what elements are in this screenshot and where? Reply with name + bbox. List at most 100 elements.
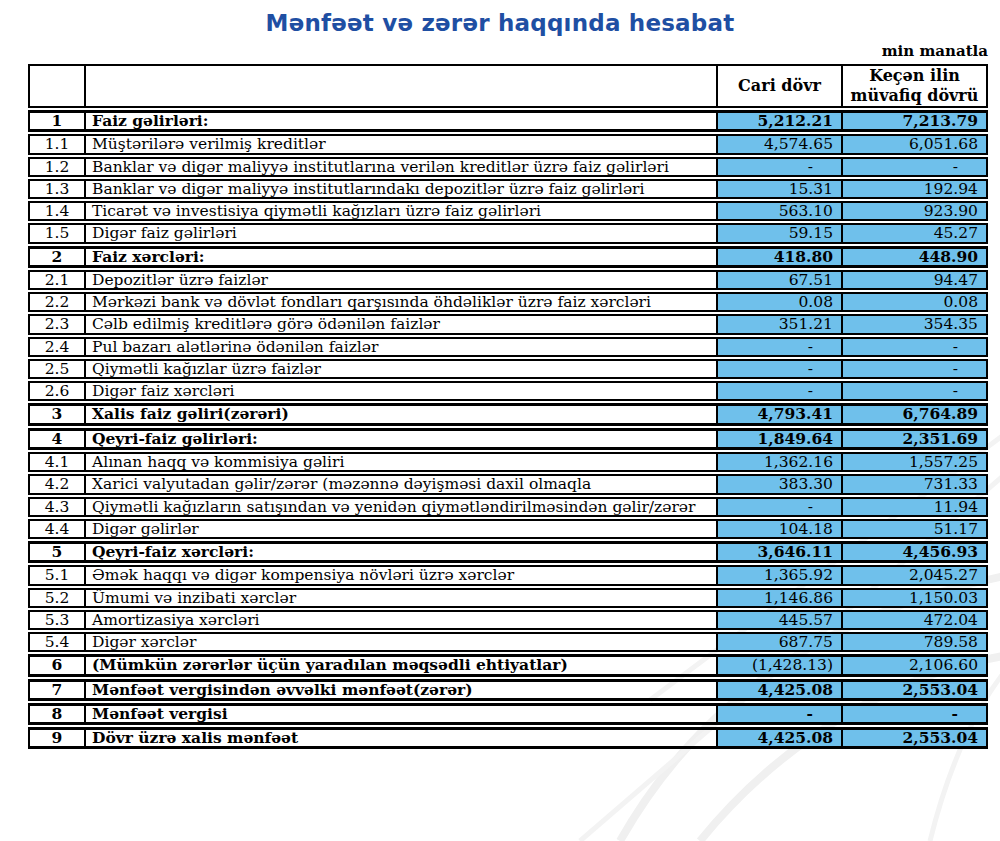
- row-previous-value: 4,456.93: [843, 541, 988, 563]
- row-current-value: 445.57: [718, 610, 843, 630]
- row-current-value: -: [718, 337, 843, 357]
- row-label-cell: Xarici valyutadan gəlir/zərər (məzənnə d…: [86, 474, 718, 494]
- table-row: 4.2Xarici valyutadan gəlir/zərər (məzənn…: [28, 474, 988, 494]
- header-label-cell: [86, 64, 718, 108]
- row-previous-value: 2,106.60: [843, 654, 988, 676]
- row-number-cell: 8: [28, 703, 86, 725]
- row-number-cell: 5.4: [28, 632, 86, 652]
- row-previous-value: 51.17: [843, 519, 988, 539]
- table-row: 4.1Alınan haqq və kommisiya gəliri1,362.…: [28, 452, 988, 472]
- row-number-cell: 5: [28, 541, 86, 563]
- row-number-cell: 4.4: [28, 519, 86, 539]
- row-label-cell: (Mümkün zərərlər üçün yaradılan məqsədli…: [86, 654, 718, 676]
- row-current-value: 418.80: [718, 246, 843, 268]
- row-number-cell: 1.3: [28, 179, 86, 199]
- row-number-cell: 7: [28, 679, 86, 701]
- table-row: 2.4Pul bazarı alətlərinə ödənilən faizlə…: [28, 337, 988, 357]
- row-previous-value: 2,553.04: [843, 679, 988, 701]
- report-page: Mənfəət və zərər haqqında hesabat min ma…: [0, 10, 1000, 751]
- row-number-cell: 6: [28, 654, 86, 676]
- row-current-value: -: [718, 359, 843, 379]
- row-previous-value: 2,045.27: [843, 565, 988, 585]
- table-row: 2.6Digər faiz xərcləri--: [28, 381, 988, 401]
- row-number-cell: 2.4: [28, 337, 86, 357]
- row-number-cell: 4.3: [28, 497, 86, 517]
- table-row: 3Xalis faiz gəliri(zərəri)4,793.416,764.…: [28, 403, 988, 425]
- row-number-cell: 5.1: [28, 565, 86, 585]
- row-current-value: 383.30: [718, 474, 843, 494]
- table-row: 4Qeyri-faiz gəlirləri:1,849.642,351.69: [28, 428, 988, 450]
- row-previous-value: -: [843, 359, 988, 379]
- row-current-value: 3,646.11: [718, 541, 843, 563]
- row-previous-value: -: [843, 381, 988, 401]
- table-row: 1.3Banklar və digər maliyyə institutları…: [28, 179, 988, 199]
- header-number-cell: [28, 64, 86, 108]
- row-label-cell: Digər faiz xərcləri: [86, 381, 718, 401]
- table-row: 5.2Ümumi və inzibati xərclər1,146.861,15…: [28, 588, 988, 608]
- row-current-value: 1,362.16: [718, 452, 843, 472]
- row-number-cell: 2.6: [28, 381, 86, 401]
- report-table-body: 1Faiz gəlirləri:5,212.217,213.791.1Müştə…: [28, 110, 988, 749]
- row-current-value: 4,793.41: [718, 403, 843, 425]
- table-row: 7Mənfəət vergisindən əvvəlki mənfəət(zər…: [28, 679, 988, 701]
- row-current-value: 0.08: [718, 292, 843, 312]
- row-previous-value: 448.90: [843, 246, 988, 268]
- row-label-cell: Banklar və digər maliyyə institutlarında…: [86, 179, 718, 199]
- row-current-value: 104.18: [718, 519, 843, 539]
- row-label-cell: Qiymətli kağızların satışından və yenidə…: [86, 497, 718, 517]
- row-number-cell: 4: [28, 428, 86, 450]
- row-number-cell: 9: [28, 727, 86, 749]
- row-previous-value: 731.33: [843, 474, 988, 494]
- table-row: 2Faiz xərcləri:418.80448.90: [28, 246, 988, 268]
- row-previous-value: 1,150.03: [843, 588, 988, 608]
- row-current-value: -: [718, 381, 843, 401]
- table-row: 8Mənfəət vergisi--: [28, 703, 988, 725]
- row-number-cell: 5.3: [28, 610, 86, 630]
- row-label-cell: Amortizasiya xərcləri: [86, 610, 718, 630]
- row-previous-value: 6,051.68: [843, 134, 988, 154]
- row-number-cell: 1: [28, 110, 86, 132]
- row-label-cell: Qiymətli kağızlar üzrə faizlər: [86, 359, 718, 379]
- row-label-cell: Xalis faiz gəliri(zərəri): [86, 403, 718, 425]
- row-previous-value: 94.47: [843, 270, 988, 290]
- row-number-cell: 1.2: [28, 157, 86, 177]
- row-label-cell: Pul bazarı alətlərinə ödənilən faizlər: [86, 337, 718, 357]
- row-previous-value: 45.27: [843, 223, 988, 243]
- row-current-value: -: [718, 703, 843, 725]
- row-previous-value: 354.35: [843, 314, 988, 334]
- row-number-cell: 2.5: [28, 359, 86, 379]
- row-current-value: 15.31: [718, 179, 843, 199]
- row-label-cell: Əmək haqqı və digər kompensiya növləri ü…: [86, 565, 718, 585]
- page-title: Mənfəət və zərər haqqında hesabat: [0, 10, 1000, 36]
- row-label-cell: Digər gəlirlər: [86, 519, 718, 539]
- row-current-value: 687.75: [718, 632, 843, 652]
- row-label-cell: Banklar və digər maliyyə institutlarına …: [86, 157, 718, 177]
- table-row: 4.4Digər gəlirlər104.1851.17: [28, 519, 988, 539]
- row-current-value: -: [718, 157, 843, 177]
- row-previous-value: 2,351.69: [843, 428, 988, 450]
- header-previous-period: Keçən ilin müvafiq dövrü: [843, 64, 988, 108]
- table-header-row: Cari dövr Keçən ilin müvafiq dövrü: [28, 64, 988, 108]
- unit-note: min manatla: [0, 42, 988, 60]
- row-current-value: 1,365.92: [718, 565, 843, 585]
- row-label-cell: Faiz xərcləri:: [86, 246, 718, 268]
- header-current-period: Cari dövr: [718, 64, 843, 108]
- row-current-value: 563.10: [718, 201, 843, 221]
- row-current-value: 1,146.86: [718, 588, 843, 608]
- row-previous-value: -: [843, 337, 988, 357]
- row-number-cell: 1.4: [28, 201, 86, 221]
- row-number-cell: 4.1: [28, 452, 86, 472]
- row-number-cell: 1.1: [28, 134, 86, 154]
- table-row: 1Faiz gəlirləri:5,212.217,213.79: [28, 110, 988, 132]
- table-row: 6(Mümkün zərərlər üçün yaradılan məqsədl…: [28, 654, 988, 676]
- table-row: 1.4Ticarət və investisiya qiymətli kağız…: [28, 201, 988, 221]
- row-previous-value: 192.94: [843, 179, 988, 199]
- row-previous-value: 7,213.79: [843, 110, 988, 132]
- row-label-cell: Faiz gəlirləri:: [86, 110, 718, 132]
- row-label-cell: Digər xərclər: [86, 632, 718, 652]
- table-row: 5.1Əmək haqqı və digər kompensiya növlər…: [28, 565, 988, 585]
- row-current-value: 351.21: [718, 314, 843, 334]
- row-current-value: 67.51: [718, 270, 843, 290]
- row-label-cell: Mənfəət vergisindən əvvəlki mənfəət(zərə…: [86, 679, 718, 701]
- row-number-cell: 4.2: [28, 474, 86, 494]
